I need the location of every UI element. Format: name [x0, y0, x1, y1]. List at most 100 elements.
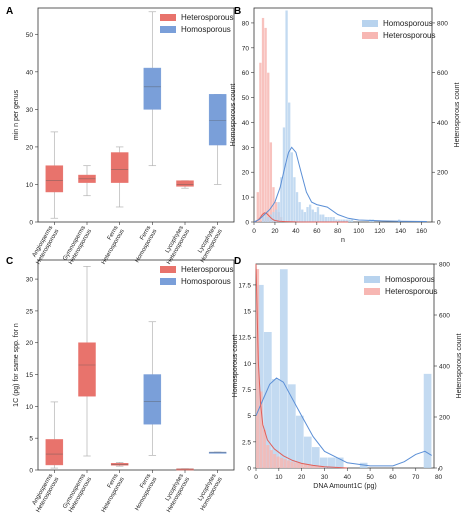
panel-a-legend-label-heterosporous: Heterosporous [181, 13, 233, 22]
panel-d-ylabel-right: Heterosporous count [456, 333, 463, 398]
panel-d-ytick-left-label: 7.5 [242, 387, 251, 394]
panel-d-xtick-label: 30 [321, 474, 329, 481]
panel-d-legend-swatch-heterosporous [364, 288, 380, 295]
panel-d-legend-label-heterosporous: Heterosporous [385, 287, 437, 296]
panel-d-xtick-label: 0 [254, 474, 258, 481]
panel-d-bar-homosporous [279, 269, 288, 468]
panel-b-ytick-left-label: 70 [242, 45, 250, 52]
panel-b-bar-homosporous [301, 209, 304, 222]
panel-d-bar-heterosporous [262, 429, 266, 468]
box-iqr [143, 374, 162, 425]
panel-b-bar-homosporous [282, 127, 286, 222]
panel-b-ylabel-right: Heterosporous count [454, 82, 461, 147]
panel-b-ytick-left-label: 10 [242, 195, 250, 202]
panel-d-bar-heterosporous [279, 457, 284, 468]
panel-c-legend-label-heterosporous: Heterosporous [181, 265, 233, 274]
panel-d: 0 2.5 5 7.5 10 12.5 15 17.5 0 200 400 600 800 0 10 20 30… [232, 262, 463, 491]
panel-d-bar-homosporous [319, 457, 328, 468]
panel-label-B: B [234, 6, 241, 17]
panel-d-ytick-left-label: 10 [244, 361, 252, 368]
panel-b-xtick-label: 140 [395, 228, 406, 235]
panel-b-ytick-right-label: 600 [437, 70, 448, 77]
panel-b-ytick-left-label: 60 [242, 70, 250, 77]
panel-d-bar-homosporous [256, 284, 264, 468]
panel-b-bar-homosporous [293, 177, 296, 222]
panel-label-D: D [234, 256, 241, 267]
panel-b-legend-swatch-heterosporous [362, 32, 378, 39]
panel-c-ylabel: 1C (pg) for same spp. for n [13, 323, 20, 407]
panel-c-ytick-label: 25 [26, 308, 34, 315]
panel-b-bar-homosporous [324, 217, 327, 222]
panel-a-ytick-label: 40 [26, 69, 34, 76]
panel-b-xtick-label: 20 [271, 228, 279, 235]
panel-b-legend-label-homosporous: Homosporous [383, 19, 433, 28]
panel-b-bar-homosporous [316, 207, 320, 222]
panel-a-legend-swatch-heterosporous [160, 14, 176, 21]
panel-d-bar-heterosporous [256, 269, 260, 468]
panel-d-ytick-right-label: 200 [439, 415, 450, 422]
box-iqr [176, 180, 194, 187]
panel-c-legend-swatch-heterosporous [160, 266, 176, 273]
panel-a-ylabel: min n per genus [13, 89, 20, 140]
panel-c-ytick-label: 0 [29, 468, 33, 475]
panel-b-bar-homosporous [314, 212, 317, 222]
panel-d-bar-heterosporous [300, 463, 304, 468]
panel-a-box-angiosperms-heterosporous [45, 131, 64, 219]
panel-d-bar-heterosporous [310, 465, 314, 468]
panel-b-bar-homosporous [337, 219, 341, 222]
panel-d-ytick-right-label: 400 [439, 364, 450, 371]
panel-d-bar-heterosporous [266, 445, 270, 468]
panel-b-bar-homosporous [303, 212, 307, 222]
box-iqr [208, 94, 227, 146]
box-iqr [110, 152, 129, 183]
panel-b-bar-homosporous [288, 102, 291, 222]
panel-b-xtick-label: 0 [252, 228, 256, 235]
panel-b-ytick-right-label: 200 [437, 170, 448, 177]
panel-c-box-gymnosperms-heterosporous [78, 266, 96, 457]
panel-b-bar-homosporous [322, 214, 325, 222]
panel-d-bar-heterosporous [317, 466, 321, 468]
panel-a-box-ferns-homosporous [143, 11, 162, 167]
panel-d-bar-heterosporous [307, 464, 311, 468]
panel-d-bar-heterosporous [303, 464, 308, 468]
panel-b-bar-homosporous [285, 10, 288, 222]
panel-b-legend-swatch-homosporous [362, 20, 378, 27]
panel-b-xtick-label: 120 [374, 228, 385, 235]
panel-b-bar-homosporous [306, 207, 309, 222]
panel-b-ytick-right-label: 800 [437, 20, 448, 27]
panel-c-legend-label-homosporous: Homosporous [181, 277, 231, 286]
panel-d-xtick-label: 70 [412, 474, 420, 481]
panel-b-bar-homosporous [272, 212, 275, 222]
panel-b-bar-homosporous [350, 219, 354, 222]
panel-c-box-angiosperms-heterosporous [45, 401, 64, 469]
panel-b-ytick-left-label: 50 [242, 95, 250, 102]
box-iqr [78, 342, 96, 397]
panel-d-bar-heterosporous [286, 460, 290, 468]
panel-b-bar-heterosporous [261, 17, 265, 222]
panel-d-bar-heterosporous [273, 453, 277, 468]
panel-c-ytick-label: 15 [26, 372, 34, 379]
panel-a-ytick-label: 0 [29, 220, 33, 227]
panel-a-ytick-label: 30 [26, 107, 34, 114]
panel-b-legend-label-heterosporous: Heterosporous [383, 31, 435, 40]
panel-b-bar-heterosporous [256, 192, 259, 222]
panel-a-legend-label-homosporous: Homosporous [181, 25, 231, 34]
panel-b-bar-homosporous [397, 219, 401, 222]
panel-a-box-lycophytes-heterosporous [176, 180, 194, 189]
panel-b-ytick-left-label: 0 [245, 220, 249, 227]
panel-b-bar-homosporous [327, 217, 330, 222]
panel-d-bar-homosporous [295, 415, 304, 468]
panel-b-bar-heterosporous [269, 142, 273, 222]
panel-c: 0 5 10 15 20 25 30 1C (pg) for same spp. for n A… [13, 259, 235, 514]
box-iqr [45, 165, 64, 193]
panel-b-bar-homosporous [332, 217, 335, 222]
panel-d-bar-homosporous [303, 436, 312, 468]
